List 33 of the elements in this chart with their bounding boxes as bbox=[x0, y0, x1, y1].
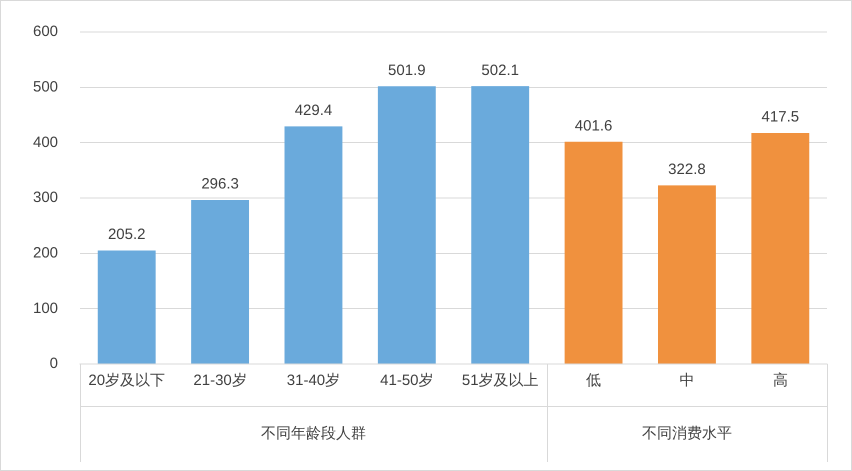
bar bbox=[98, 250, 156, 364]
x-tick-label: 低 bbox=[586, 372, 602, 390]
x-tick-label: 41-50岁 bbox=[380, 372, 434, 390]
y-tick-label: 400 bbox=[32, 134, 58, 151]
bar bbox=[658, 185, 716, 364]
bar bbox=[191, 200, 250, 364]
data-label: 417.5 bbox=[762, 108, 800, 126]
x-tick-label: 20岁及以下 bbox=[88, 372, 166, 390]
y-tick-label: 200 bbox=[32, 244, 58, 262]
x-tick-label: 高 bbox=[772, 372, 788, 390]
y-tick-label: 100 bbox=[32, 300, 58, 317]
data-label: 296.3 bbox=[201, 176, 239, 193]
data-label: 502.1 bbox=[481, 62, 519, 79]
bar bbox=[751, 132, 810, 364]
data-label: 322.8 bbox=[668, 161, 706, 178]
data-label: 401.6 bbox=[574, 117, 612, 134]
bar bbox=[378, 86, 436, 364]
bar bbox=[284, 126, 342, 364]
data-label: 205.2 bbox=[108, 226, 146, 244]
y-tick-label: 600 bbox=[32, 23, 58, 40]
x-tick-label: 51岁及以上 bbox=[462, 372, 539, 390]
x-tick-label: 31-40岁 bbox=[286, 372, 340, 390]
bar bbox=[471, 86, 530, 364]
x-tick-label: 中 bbox=[679, 372, 694, 390]
bar bbox=[564, 142, 623, 364]
data-label: 501.9 bbox=[388, 62, 426, 79]
data-label: 429.4 bbox=[294, 102, 332, 120]
text: 不同消费水平 bbox=[642, 425, 732, 442]
y-tick-label: 0 bbox=[50, 355, 58, 372]
y-tick-label: 500 bbox=[32, 78, 58, 96]
y-tick-label: 300 bbox=[32, 189, 58, 206]
text: 不同年龄段人群 bbox=[260, 425, 366, 442]
x-tick-label: 21-30岁 bbox=[193, 372, 247, 390]
